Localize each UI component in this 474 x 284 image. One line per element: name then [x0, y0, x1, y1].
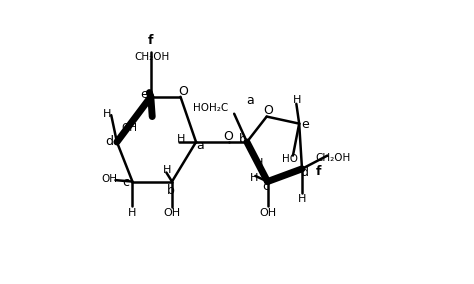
Text: e: e	[140, 88, 147, 101]
Text: a: a	[196, 139, 203, 152]
Text: HOH₂C: HOH₂C	[193, 103, 228, 112]
Text: OH: OH	[101, 174, 117, 184]
Text: CH₂OH: CH₂OH	[135, 52, 170, 62]
Text: H: H	[163, 165, 171, 175]
Text: H: H	[250, 173, 259, 183]
Text: OH: OH	[121, 124, 137, 133]
Text: c: c	[262, 180, 269, 193]
Text: OH: OH	[164, 208, 181, 218]
Text: H: H	[103, 109, 111, 119]
Text: CH₂OH: CH₂OH	[316, 153, 351, 163]
Text: f: f	[148, 34, 154, 47]
Text: d: d	[300, 166, 308, 179]
Text: O: O	[263, 104, 273, 117]
Text: e: e	[301, 118, 309, 131]
Text: OH: OH	[260, 208, 277, 218]
Text: H: H	[128, 208, 137, 218]
Text: a: a	[246, 94, 255, 107]
Text: H: H	[293, 95, 301, 105]
Text: H: H	[255, 158, 263, 168]
Text: H: H	[298, 194, 306, 204]
Text: HO: HO	[282, 154, 298, 164]
Text: H: H	[177, 133, 185, 144]
Text: O: O	[178, 85, 188, 98]
Text: f: f	[316, 165, 321, 178]
Text: O: O	[224, 130, 234, 143]
Text: d: d	[105, 135, 113, 148]
Text: c: c	[123, 176, 130, 189]
Text: b: b	[167, 184, 174, 197]
Text: b: b	[239, 133, 247, 146]
